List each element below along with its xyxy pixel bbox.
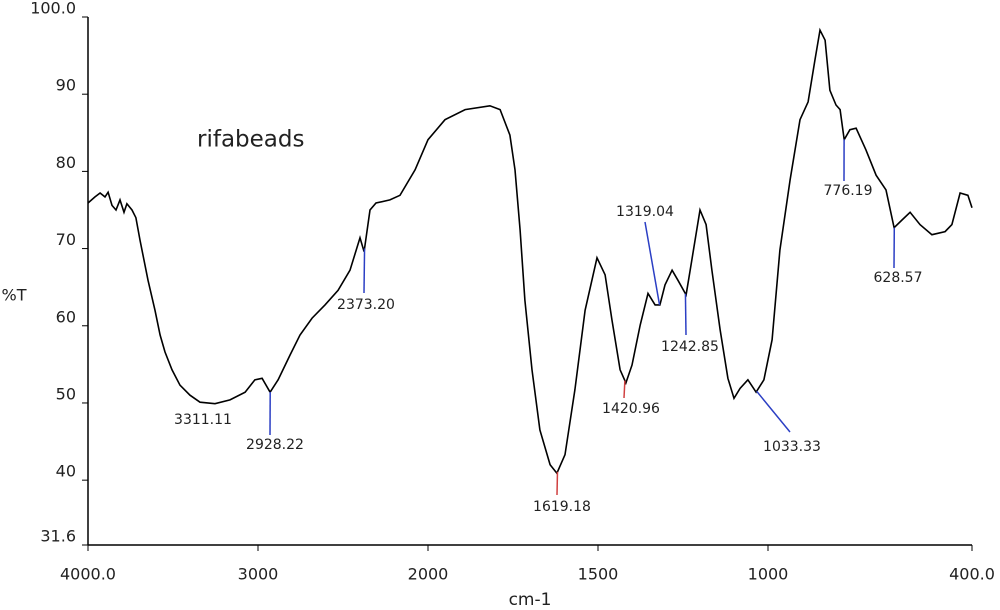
peak-label: 2928.22	[246, 437, 304, 453]
y-tick-label: 70	[56, 230, 76, 249]
x-tick-label: 4000.0	[60, 565, 116, 584]
x-tick-label: 1000	[748, 565, 789, 584]
peak-label: 2373.20	[337, 297, 395, 313]
spectrum-line	[87, 27, 973, 475]
peak-label: 1242.85	[661, 339, 719, 355]
y-tick-label: 60	[56, 307, 76, 326]
x-tick-label: 1500	[578, 565, 619, 584]
x-axis-label: cm-1	[509, 590, 552, 610]
y-tick-label: 40	[56, 462, 76, 481]
peak-label: 1619.18	[533, 499, 591, 515]
y-tick-label: 50	[56, 384, 76, 403]
x-tick-label: 3000	[238, 565, 279, 584]
peak-label: 1420.96	[602, 401, 660, 417]
peak-label: 1033.33	[763, 439, 821, 455]
y-tick-label: 100.0	[30, 0, 76, 18]
y-axis-label: %T	[2, 286, 27, 305]
peak-label: 3311.11	[174, 412, 232, 428]
y-tick-label: 80	[56, 153, 76, 172]
peak-marker	[363, 248, 366, 294]
peak-marker	[684, 293, 687, 336]
peak-label: 628.57	[874, 270, 923, 286]
peak-label: 1319.04	[616, 204, 674, 220]
peak-marker	[623, 380, 626, 399]
y-tick-label: 31.6	[40, 527, 76, 546]
peak-marker	[644, 221, 661, 306]
chart-title: rifabeads	[197, 127, 304, 153]
x-tick-label: 400.0	[949, 565, 995, 584]
y-tick-label: 90	[56, 76, 76, 95]
peak-label: 776.19	[824, 183, 873, 199]
peak-marker	[756, 390, 791, 433]
x-tick-label: 2000	[408, 565, 449, 584]
